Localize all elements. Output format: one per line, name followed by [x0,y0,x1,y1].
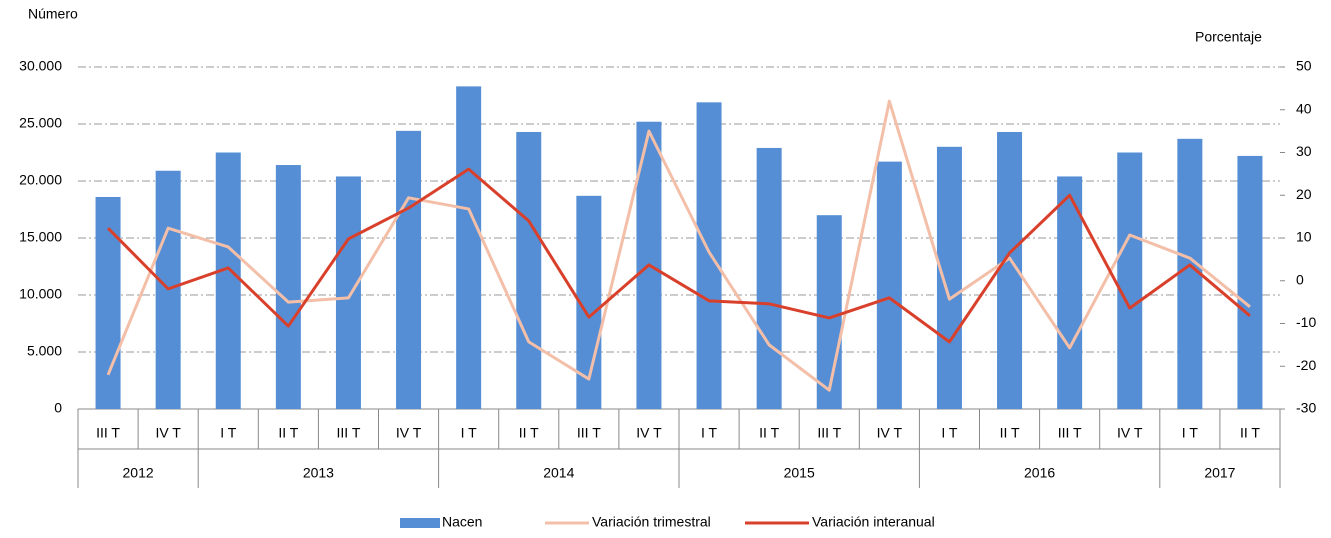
y-tick-label: 10.000 [19,286,62,302]
x-tick-label: III T [577,425,601,441]
legend-label: Variación trimestral [592,514,711,530]
y2-tick-label: 30 [1296,143,1312,159]
bar [396,130,422,409]
x-tick-label: IV T [636,425,662,441]
y-tick-label: 0 [54,400,62,416]
group-label: 2015 [784,465,815,481]
bar [335,176,361,409]
y2-tick-label: 0 [1296,271,1304,287]
x-tick-label: IV T [1117,425,1143,441]
line [106,99,1251,392]
line [106,167,1251,344]
bar [1237,155,1263,409]
x-tick-label: II T [278,425,298,441]
y2-axis-title: Porcentaje [1195,29,1262,45]
y-tick-label: 15.000 [19,229,62,245]
x-tick-label: IV T [396,425,422,441]
x-tick-label: II T [759,425,779,441]
x-tick-label: I T [701,425,718,441]
bar [456,86,482,409]
y-axis-title: Número [28,6,78,22]
x-tick-label: III T [337,425,361,441]
bar [516,131,542,410]
bar [1117,152,1143,409]
x-tick-label: III T [96,425,120,441]
legend-label: Nacen [442,514,482,530]
bar [756,147,782,409]
x-tick-label: II T [1240,425,1260,441]
bar [1057,176,1083,409]
x-tick-label: III T [817,425,841,441]
y2-tick-label: -20 [1296,357,1316,373]
y2-tick-label: -10 [1296,314,1316,330]
y-tick-label: 5.000 [27,343,62,359]
group-label: 2012 [123,465,154,481]
x-tick-label: III T [1058,425,1082,441]
y-tick-label: 25.000 [19,115,62,131]
bar [816,215,842,409]
bar [215,152,241,409]
bar [936,146,962,410]
x-tick-label: I T [461,425,478,441]
y-tick-label: 20.000 [19,172,62,188]
group-label: 2017 [1204,465,1235,481]
y2-tick-label: 10 [1296,229,1312,245]
bar [275,165,301,409]
x-tick-label: I T [220,425,237,441]
x-tick-label: I T [941,425,958,441]
legend-label: Variación interanual [812,514,935,530]
y2-tick-label: 40 [1296,100,1312,116]
group-label: 2013 [303,465,334,481]
bar [696,102,722,409]
x-tick-label: II T [519,425,539,441]
group-label: 2014 [543,465,574,481]
x-tick-label: II T [1000,425,1020,441]
x-tick-label: IV T [877,425,903,441]
x-tick-label: IV T [155,425,181,441]
group-label: 2016 [1024,465,1055,481]
y2-tick-label: 50 [1296,58,1312,74]
legend-swatch [400,518,440,528]
y2-tick-label: 20 [1296,186,1312,202]
bar [876,161,902,409]
y2-tick-label: -30 [1296,400,1316,416]
x-tick-label: I T [1182,425,1199,441]
y-tick-label: 30.000 [19,58,62,74]
